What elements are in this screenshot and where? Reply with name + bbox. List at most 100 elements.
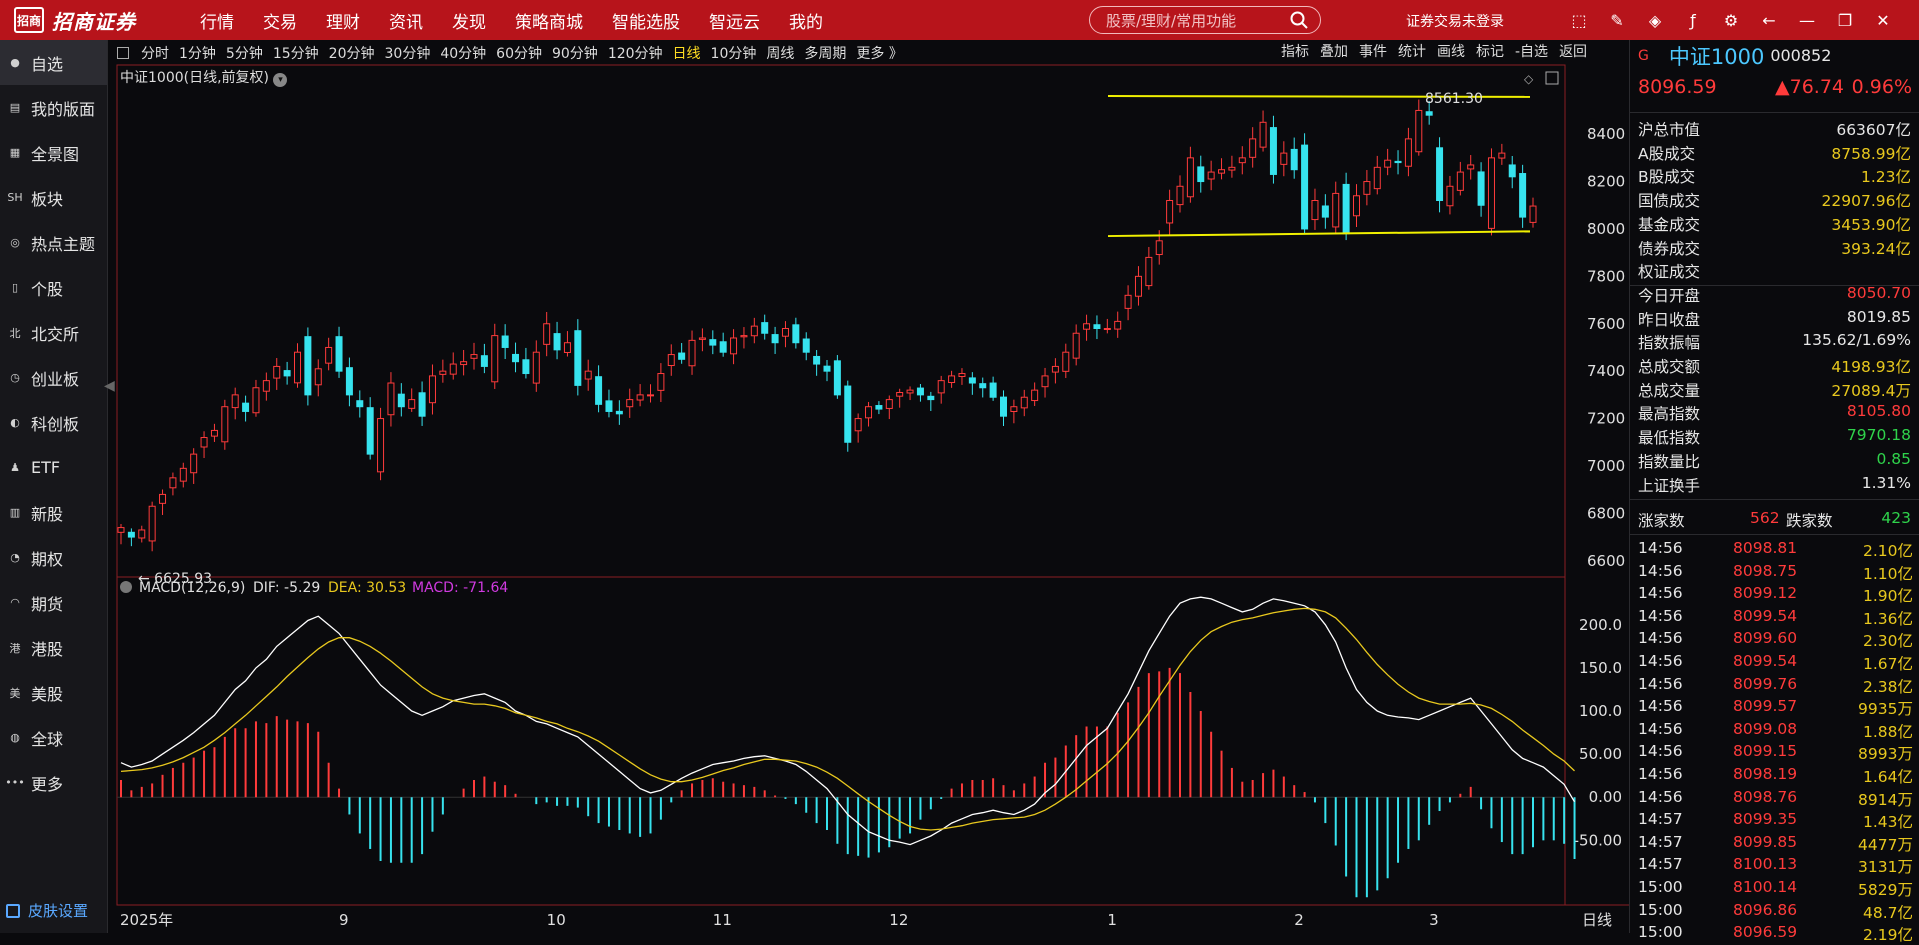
period-8[interactable]: 90分钟: [551, 46, 598, 62]
nav-item-4[interactable]: 发现: [452, 12, 486, 33]
sidebar-item-8[interactable]: ◐ 科创板: [0, 400, 107, 445]
tool-6[interactable]: -自选: [1515, 44, 1549, 60]
nav-item-3[interactable]: 资讯: [389, 12, 423, 33]
skin-settings-button[interactable]: 皮肤设置: [6, 900, 88, 921]
sidebar-item-6[interactable]: 北北交所: [0, 310, 107, 355]
nav-item-8[interactable]: 我的: [789, 12, 823, 33]
tick-price: 8099.15: [1733, 742, 1798, 761]
tool-5[interactable]: 标记: [1476, 44, 1504, 60]
chart-area[interactable]: 8400 8200 8000 7800 7600 7400 7200 7000 6800 6600…: [0, 0, 1629, 933]
tool-1[interactable]: 叠加: [1320, 44, 1348, 60]
candle-body: [1321, 205, 1329, 218]
period-7[interactable]: 60分钟: [496, 46, 542, 62]
period-3[interactable]: 15分钟: [272, 46, 319, 62]
candle-body: [366, 407, 374, 455]
trade-icon[interactable]: ⬚: [1571, 10, 1587, 30]
sidebar-item-10[interactable]: ▥ 新股: [0, 490, 107, 535]
candle-body: [1062, 351, 1070, 372]
stat-value: 8758.99亿: [1831, 144, 1911, 163]
candle-body: [865, 406, 873, 419]
tool-0[interactable]: 指标: [1281, 44, 1309, 60]
sidebar-item-16[interactable]: ••• 更多: [0, 760, 107, 805]
stat-row: 最高指数 8105.80: [1638, 402, 1911, 424]
formula-icon[interactable]: ƒ: [1690, 10, 1696, 30]
sidebar-item-11[interactable]: ◔ 期权: [0, 535, 107, 580]
tick-price: 8099.60: [1733, 629, 1798, 648]
candle-body: [1072, 332, 1080, 359]
nav-item-1[interactable]: 交易: [263, 12, 297, 33]
period-14[interactable]: 更多 》: [856, 46, 903, 62]
tool-3[interactable]: 统计: [1398, 44, 1426, 60]
macd-dropdown-icon[interactable]: [120, 581, 132, 593]
period-10[interactable]: 日线: [672, 46, 701, 62]
candle-body: [968, 377, 976, 384]
tick-time: 15:00: [1638, 923, 1683, 942]
period-4[interactable]: 20分钟: [328, 46, 375, 62]
period-0[interactable]: 分时: [141, 46, 169, 62]
restore-icon[interactable]: ❐: [1837, 10, 1853, 30]
search-icon[interactable]: [1290, 11, 1308, 29]
period-2[interactable]: 5分钟: [225, 46, 263, 62]
nav-item-6[interactable]: 智能选股: [612, 12, 680, 33]
candle-body: [1311, 200, 1319, 221]
stat-row: 今日开盘 8050.70: [1638, 284, 1911, 306]
support-trendline[interactable]: [1107, 230, 1531, 238]
candle-body: [262, 380, 270, 392]
period-9[interactable]: 120分钟: [607, 46, 663, 62]
sidebar-item-7[interactable]: ◷ 创业板: [0, 355, 107, 400]
sidebar: ● 自选 ▤ 我的版面 ▦ 全景图 SH 板块 ◎ 热点主题 ▯ 个股北北交所 ◷ 创业板 ◐ 科创板 ♟ ETF…: [0, 40, 108, 933]
candle-body: [1114, 320, 1122, 330]
chart-title-dropdown-icon[interactable]: ▾: [273, 73, 288, 87]
sidebar-item-5[interactable]: ▯ 个股: [0, 265, 107, 310]
candle-body: [1000, 396, 1007, 417]
close-icon[interactable]: ✕: [1876, 10, 1890, 30]
period-11[interactable]: 10分钟: [710, 46, 757, 62]
candle-body: [179, 467, 187, 482]
search-input[interactable]: 股票/理财/常用功能: [1089, 6, 1321, 34]
collapse-sidebar-icon[interactable]: ◀: [104, 378, 115, 394]
sidebar-item-12[interactable]: ◠ 期货: [0, 580, 107, 625]
diamond-icon[interactable]: ◇: [1524, 72, 1534, 86]
candle-body: [1269, 127, 1277, 175]
period-5[interactable]: 30分钟: [384, 46, 431, 62]
sidebar-item-2[interactable]: ▦ 全景图: [0, 130, 107, 175]
cube-icon[interactable]: ◈: [1648, 10, 1662, 30]
sidebar-item-14[interactable]: 美美股: [0, 670, 107, 715]
nav-item-5[interactable]: 策略商城: [515, 12, 583, 33]
dif-value: DIF: -5.29: [253, 580, 320, 596]
settings-icon[interactable]: ⚙: [1723, 10, 1739, 30]
back-icon[interactable]: ←: [1762, 10, 1776, 30]
minimize-icon[interactable]: —: [1799, 10, 1815, 30]
nav-item-7[interactable]: 智远云: [709, 12, 760, 33]
sidebar-item-9[interactable]: ♟ ETF: [0, 445, 107, 490]
period-13[interactable]: 多周期: [804, 46, 847, 62]
candle-body: [532, 351, 540, 384]
maximize-pane-icon[interactable]: [1545, 71, 1559, 85]
tool-7[interactable]: 返回: [1559, 44, 1588, 60]
tool-2[interactable]: 事件: [1359, 44, 1387, 60]
resistance-trendline[interactable]: [1107, 94, 1531, 98]
sidebar-item-3[interactable]: SH 板块: [0, 175, 107, 220]
panel-toggle-icon[interactable]: [117, 47, 129, 59]
sidebar-item-15[interactable]: ◍ 全球: [0, 715, 107, 760]
period-12[interactable]: 周线: [766, 46, 795, 62]
candle-body: [1207, 171, 1215, 180]
price-tick-label: 7200: [1587, 410, 1625, 428]
us-icon: 美: [9, 686, 21, 700]
sidebar-item-0[interactable]: ● 自选: [0, 40, 107, 85]
login-status[interactable]: 证券交易未登录: [1406, 14, 1504, 30]
nav-item-0[interactable]: 行情: [200, 12, 234, 33]
nav-item-2[interactable]: 理财: [326, 12, 360, 33]
candle-body: [1363, 181, 1371, 195]
candle-body: [1031, 389, 1039, 402]
candle-body: [1103, 328, 1111, 330]
period-6[interactable]: 40分钟: [440, 46, 487, 62]
period-1[interactable]: 1分钟: [179, 46, 216, 62]
sidebar-item-13[interactable]: 港港股: [0, 625, 107, 670]
tool-4[interactable]: 画线: [1437, 44, 1465, 60]
edit-icon[interactable]: ✎: [1610, 10, 1624, 30]
index-code: 000852: [1770, 46, 1832, 65]
updown-row: 涨家数 562 跌家数 423: [1638, 509, 1911, 531]
sidebar-item-4[interactable]: ◎ 热点主题: [0, 220, 107, 265]
sidebar-item-1[interactable]: ▤ 我的版面: [0, 85, 107, 130]
